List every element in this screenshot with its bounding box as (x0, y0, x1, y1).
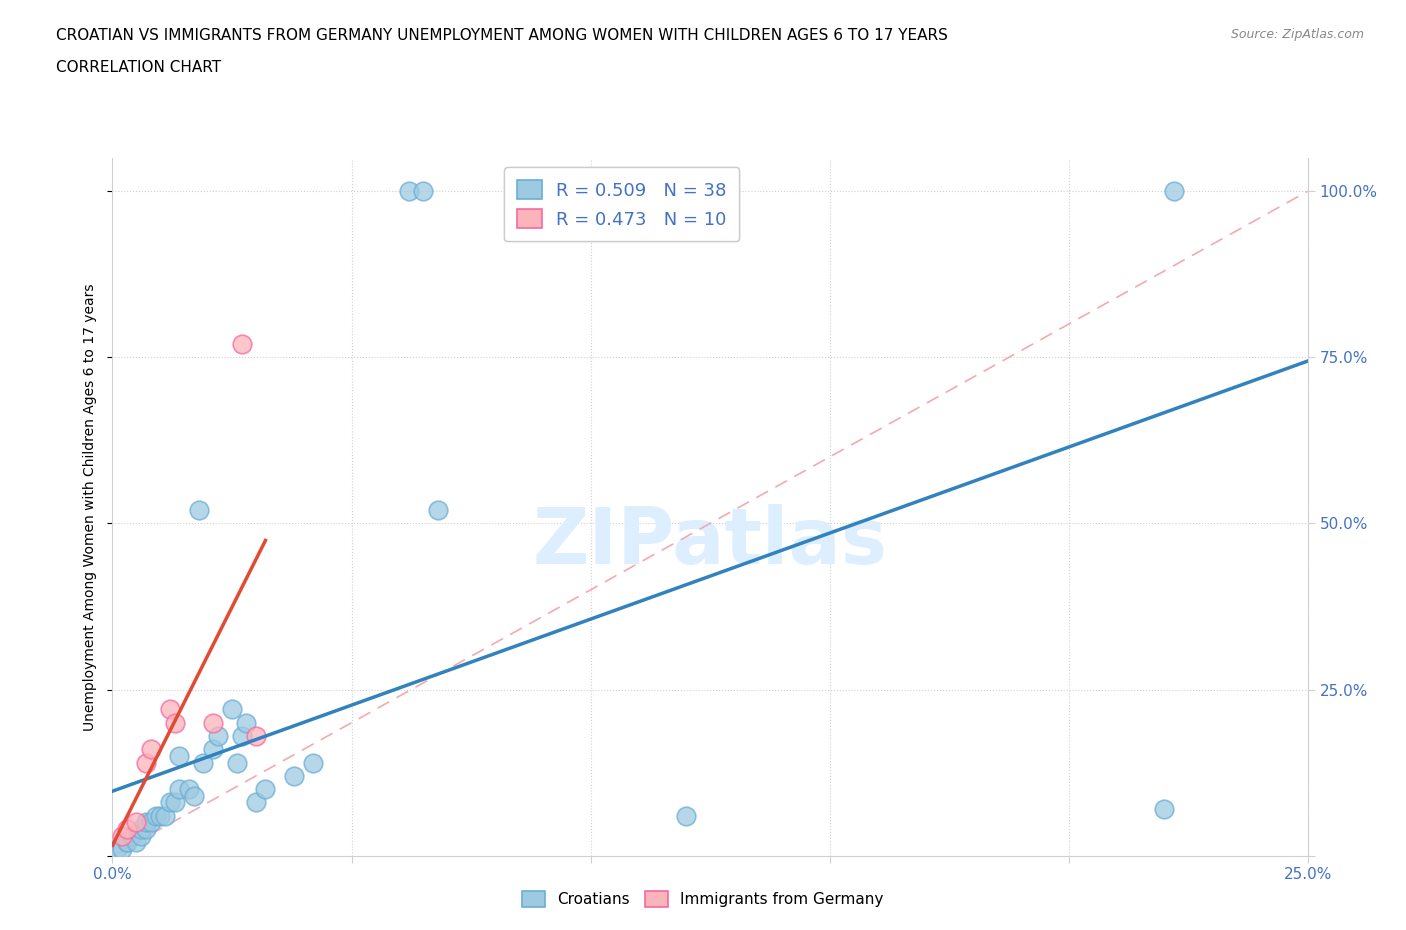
Point (235, 715, 257, 730)
Point (135, 821, 157, 836)
Point (159, 702, 181, 717)
Point (193, 755, 215, 770)
Text: Source: ZipAtlas.com: Source: ZipAtlas.com (1230, 28, 1364, 41)
Point (169, 782, 191, 797)
Point (111, 842, 134, 857)
Point (129, 829, 152, 844)
Point (398, 184, 420, 199)
Point (245, 728, 267, 743)
Point (201, 715, 224, 730)
Text: CORRELATION CHART: CORRELATION CHART (56, 60, 221, 75)
Point (135, 815, 157, 830)
Point (302, 755, 325, 770)
Point (139, 742, 162, 757)
Point (283, 768, 305, 783)
Point (115, 835, 138, 850)
Point (412, 184, 434, 199)
Point (254, 782, 277, 797)
Point (207, 728, 229, 743)
Point (1163, 184, 1185, 199)
Point (177, 782, 200, 797)
Point (163, 795, 186, 810)
Point (187, 503, 209, 518)
Point (159, 795, 181, 810)
Point (149, 808, 172, 823)
Point (115, 821, 138, 836)
Point (163, 715, 186, 730)
Point (153, 808, 176, 823)
Point (231, 337, 253, 352)
Point (125, 815, 148, 830)
Point (145, 808, 167, 823)
Text: CROATIAN VS IMMIGRANTS FROM GERMANY UNEMPLOYMENT AMONG WOMEN WITH CHILDREN AGES : CROATIAN VS IMMIGRANTS FROM GERMANY UNEM… (56, 28, 948, 43)
Point (115, 835, 138, 850)
Point (426, 503, 449, 518)
Point (105, 842, 128, 857)
Point (183, 789, 205, 804)
Point (221, 702, 243, 717)
Y-axis label: Unemployment Among Women with Children Ages 6 to 17 years: Unemployment Among Women with Children A… (83, 283, 97, 731)
Point (121, 829, 143, 844)
Legend: Croatians, Immigrants from Germany: Croatians, Immigrants from Germany (516, 884, 890, 913)
Point (169, 749, 191, 764)
Point (675, 808, 697, 823)
Point (111, 829, 134, 844)
Point (225, 755, 247, 770)
Point (1153, 802, 1175, 817)
Point (125, 835, 148, 850)
Legend: R = 0.509   N = 38, R = 0.473   N = 10: R = 0.509 N = 38, R = 0.473 N = 10 (503, 167, 740, 241)
Point (201, 742, 224, 757)
Text: ZIPatlas: ZIPatlas (533, 504, 887, 579)
Point (129, 821, 152, 836)
Point (231, 728, 253, 743)
Point (245, 795, 267, 810)
Point (135, 755, 157, 770)
Point (139, 815, 162, 830)
